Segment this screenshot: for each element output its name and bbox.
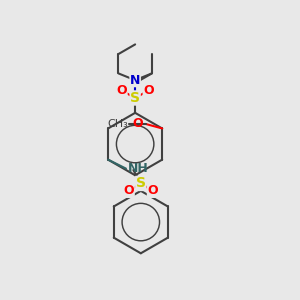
Text: S: S bbox=[130, 91, 140, 105]
Text: O: O bbox=[147, 184, 158, 197]
Text: O: O bbox=[116, 84, 127, 97]
Text: NH: NH bbox=[128, 162, 148, 175]
Text: O: O bbox=[124, 184, 134, 197]
Text: O: O bbox=[143, 84, 154, 97]
Text: S: S bbox=[136, 176, 146, 190]
Text: O: O bbox=[133, 118, 143, 130]
Text: N: N bbox=[130, 74, 140, 87]
Text: CH₃: CH₃ bbox=[107, 119, 128, 129]
